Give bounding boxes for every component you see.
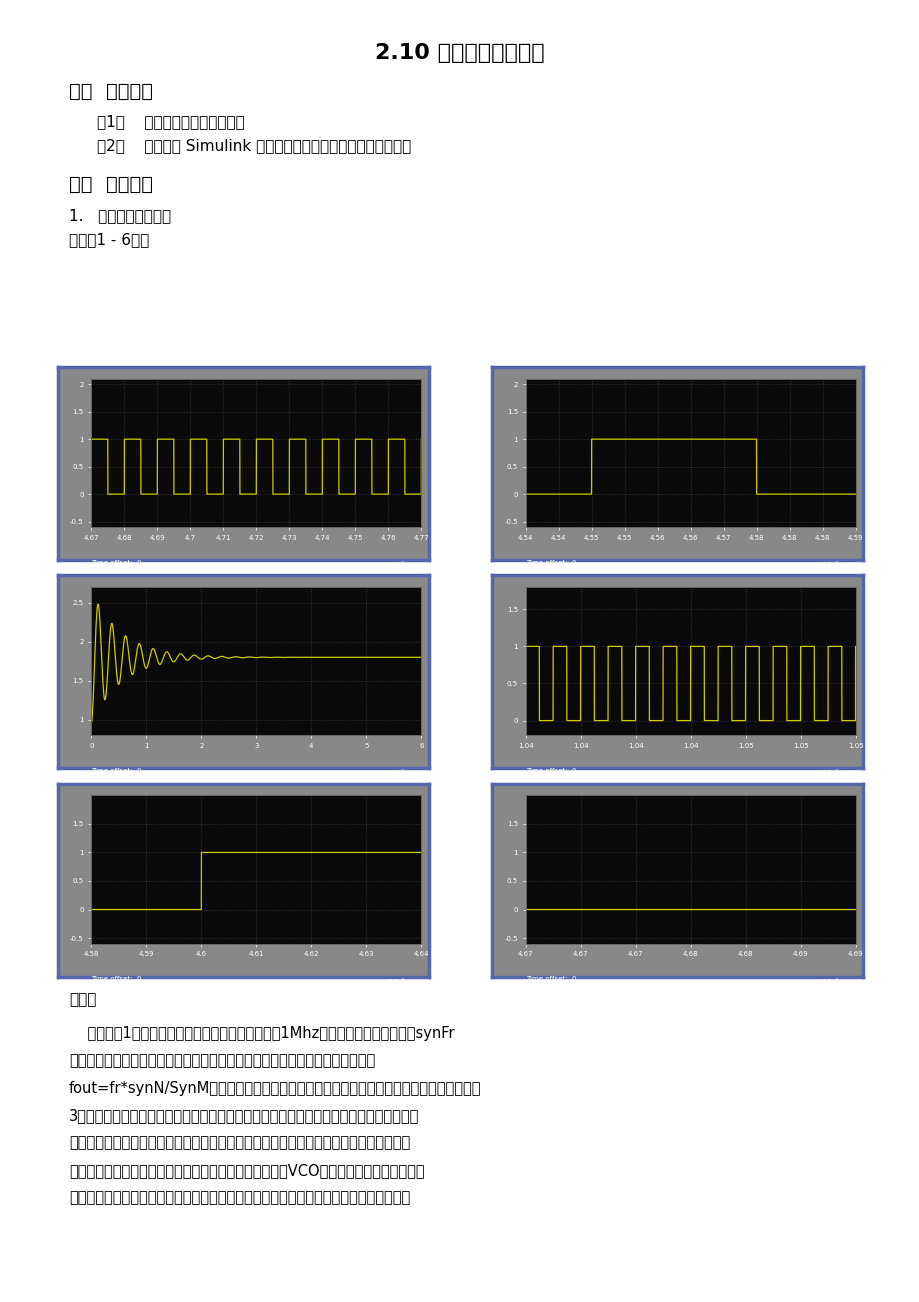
Text: Time offset:  0: Time offset: 0 <box>91 976 142 983</box>
Text: fout=fr*synN/SynM的关系。同时，通过波形也可看出，异或门有鉴相的作用。通过示波器: fout=fr*synN/SynM的关系。同时，通过波形也可看出，异或门有鉴相的… <box>69 1081 481 1096</box>
Text: 1.   锁相环频率合成器: 1. 锁相环频率合成器 <box>69 208 171 224</box>
Text: Time offset:  0: Time offset: 0 <box>91 560 142 566</box>
Text: 由示波器1的波形可以看出前置分频器输出频率为1Mhz，该频率恰好为参考频率synFr: 由示波器1的波形可以看出前置分频器输出频率为1Mhz，该频率恰好为参考频率syn… <box>69 1026 454 1042</box>
Text: 2.10 频率合成仿真实验: 2.10 频率合成仿真实验 <box>375 43 544 62</box>
Text: 示波器1 - 6波形: 示波器1 - 6波形 <box>69 232 149 247</box>
Text: $\times 10^{-4}$: $\times 10^{-4}$ <box>815 768 839 780</box>
Text: Time offset:  0: Time offset: 0 <box>91 768 142 775</box>
Text: 二、  实验内容: 二、 实验内容 <box>69 174 153 194</box>
Text: $\times 10^{-4}$: $\times 10^{-4}$ <box>815 976 839 988</box>
Text: 于锁定时，滤波器输出稳定的控制电压用这个电压去控制VCO，最终使其输出频率稳定不: 于锁定时，滤波器输出稳定的控制电压用这个电压去控制VCO，最终使其输出频率稳定不 <box>69 1163 425 1178</box>
Text: $\times 10^{-4}$: $\times 10^{-4}$ <box>381 976 405 988</box>
Text: 再变化，此时输入参考时钟信号和下分频模块的输出信号之间频率相等，相位差不随时间: 再变化，此时输入参考时钟信号和下分频模块的输出信号之间频率相等，相位差不随时间 <box>69 1190 410 1206</box>
Text: Time offset:  0: Time offset: 0 <box>525 768 575 775</box>
Text: $\times 10^{-4}$: $\times 10^{-4}$ <box>815 560 839 572</box>
Text: （2）    熟悉使用 Simulink 软件进行频率合成器仿真的基本方法。: （2） 熟悉使用 Simulink 软件进行频率合成器仿真的基本方法。 <box>96 138 411 154</box>
Text: 路不断的调节，输入参考信号和下分频器的输出信号之间的相位差达到最小。当环路趋近: 路不断的调节，输入参考信号和下分频器的输出信号之间的相位差达到最小。当环路趋近 <box>69 1135 410 1151</box>
Text: 一、  实验目的: 一、 实验目的 <box>69 82 153 102</box>
Text: 经过参考信号分频器分频后得到的结果。通过计算输出方波波形的频率，可得出: 经过参考信号分频器分频后得到的结果。通过计算输出方波波形的频率，可得出 <box>69 1053 375 1069</box>
Text: 分析：: 分析： <box>69 992 96 1008</box>
Text: （1）    进一步理解频率合成器；: （1） 进一步理解频率合成器； <box>96 115 244 130</box>
Text: Time offset:  0: Time offset: 0 <box>525 976 575 983</box>
Text: $\times 10^{-4}$: $\times 10^{-4}$ <box>381 560 405 572</box>
Text: 3的波形可看出，低通滤波器滤除了鉴相器输出的无用的高频成分和其它干扰分量。通过环: 3的波形可看出，低通滤波器滤除了鉴相器输出的无用的高频成分和其它干扰分量。通过环 <box>69 1108 419 1124</box>
Text: $\times 10^{-4}$: $\times 10^{-4}$ <box>381 768 405 780</box>
Text: Time offset:  0: Time offset: 0 <box>525 560 575 566</box>
